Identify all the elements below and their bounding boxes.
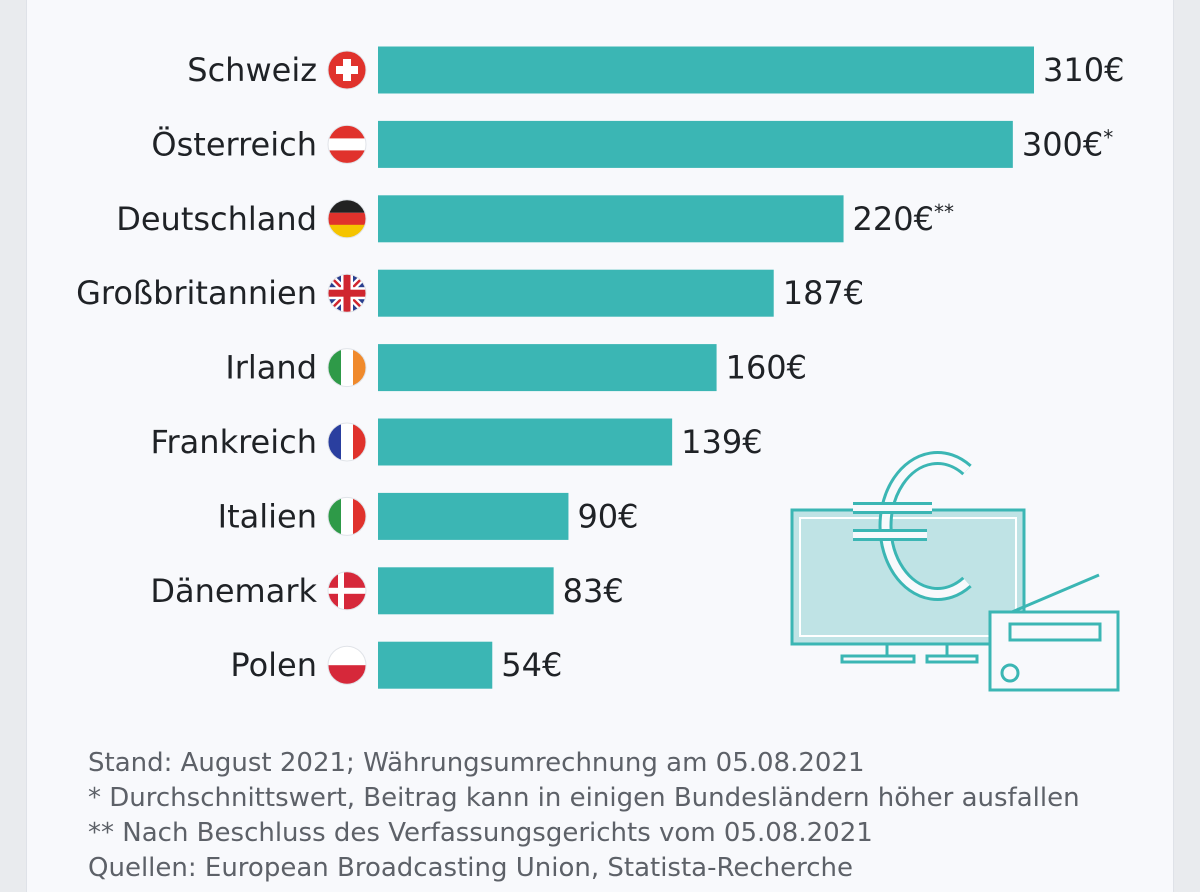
value-label: 139€	[681, 423, 762, 461]
value-label: 90€	[577, 497, 638, 535]
bar-8	[378, 641, 493, 689]
bar-6	[378, 492, 569, 540]
euro-tv-radio-icon	[790, 451, 1120, 692]
value-label: 160€	[726, 349, 807, 387]
british-flag-icon	[327, 273, 367, 313]
footnote-marker: *	[1103, 125, 1113, 149]
chart-notes: Stand: August 2021; Währungsumrechnung a…	[88, 746, 1080, 886]
bar-5	[378, 418, 673, 466]
category-label: Großbritannien	[76, 274, 317, 312]
bar-chart: Schweiz 310€ Österreich 300€* Deutschland 220…	[76, 46, 1124, 692]
category-label: Österreich	[151, 125, 317, 163]
german-flag-icon	[327, 199, 367, 239]
value-label: 187€	[783, 274, 864, 312]
category-label: Irland	[225, 349, 317, 387]
value-label: 54€	[501, 646, 562, 684]
footnote-court: ** Nach Beschluss des Verfassungsgericht…	[88, 818, 873, 848]
value-label: 220€**	[853, 200, 954, 238]
category-label: Frankreich	[150, 423, 317, 461]
bar-3	[378, 269, 774, 317]
polish-flag-icon	[327, 645, 367, 685]
bar-4	[378, 344, 717, 392]
bar-2	[378, 195, 844, 243]
category-label: Italien	[218, 497, 317, 535]
irish-flag-icon	[327, 348, 367, 388]
category-label: Polen	[230, 646, 317, 684]
category-label: Dänemark	[150, 572, 317, 610]
italian-flag-icon	[327, 496, 367, 536]
stand-note: Stand: August 2021; Währungsumrechnung a…	[88, 748, 865, 778]
austrian-flag-icon	[327, 124, 367, 164]
bar-7	[378, 567, 554, 615]
bar-1	[378, 120, 1013, 168]
swiss-flag-icon	[327, 50, 367, 90]
category-label: Deutschland	[116, 200, 317, 238]
footnote-average: * Durchschnittswert, Beitrag kann in ein…	[88, 783, 1080, 813]
bar-0	[378, 46, 1034, 94]
category-label: Schweiz	[187, 51, 317, 89]
french-flag-icon	[327, 422, 367, 462]
sources-note: Quellen: European Broadcasting Union, St…	[88, 853, 854, 883]
footnote-marker: **	[934, 200, 954, 224]
danish-flag-icon	[327, 571, 367, 611]
chart-card: Schweiz 310€ Österreich 300€* Deutschland 220…	[26, 0, 1174, 892]
value-label: 300€*	[1022, 125, 1113, 163]
value-label: 310€	[1043, 51, 1124, 89]
value-label: 83€	[563, 572, 624, 610]
